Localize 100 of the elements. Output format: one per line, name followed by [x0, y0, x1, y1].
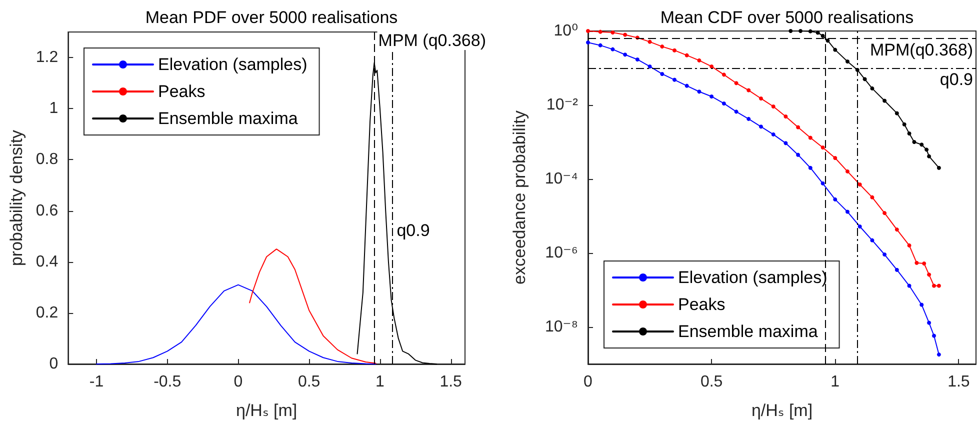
- y-axis-title: probability density: [7, 129, 26, 266]
- legend-label: Ensemble maxima: [158, 109, 298, 128]
- point: [833, 48, 838, 52]
- y-tick-label: 10⁻⁸: [545, 318, 578, 336]
- point: [907, 243, 912, 248]
- point: [920, 302, 924, 307]
- x-tick-label: 1: [830, 374, 840, 390]
- y-tick-label: 10⁻⁶: [545, 244, 578, 262]
- point: [882, 252, 887, 257]
- chart-title: Mean PDF over 5000 realisations: [145, 8, 398, 27]
- legend-label: Peaks: [678, 295, 726, 314]
- x-axis-title: η/Hₛ [m]: [751, 401, 813, 420]
- x-tick-label: 0: [234, 374, 243, 390]
- legend-label: Ensemble maxima: [678, 322, 818, 341]
- x-tick-label: 1.5: [948, 374, 970, 390]
- y-tick-label: 0.4: [36, 253, 58, 270]
- chart-title: Mean CDF over 5000 realisations: [660, 8, 914, 27]
- point: [820, 181, 825, 186]
- y-axis-title: exceedance probability: [510, 110, 529, 284]
- line-series: [249, 248, 376, 364]
- point: [922, 262, 926, 266]
- x-tick-label: 0: [584, 374, 593, 390]
- point: [734, 81, 738, 86]
- point: [932, 334, 936, 338]
- point: [932, 284, 936, 288]
- point: [927, 154, 932, 158]
- y-tick-label: 0.2: [36, 304, 58, 322]
- point: [833, 156, 838, 160]
- point: [684, 53, 689, 58]
- point: [697, 90, 702, 94]
- ref-line-label: q0.9: [940, 70, 973, 89]
- point: [870, 86, 874, 90]
- point: [927, 272, 932, 277]
- point: [759, 96, 763, 100]
- point: [936, 166, 941, 170]
- point: [722, 101, 726, 106]
- point: [845, 59, 850, 64]
- point: [894, 268, 899, 272]
- point: [894, 111, 899, 116]
- point: [784, 114, 788, 118]
- point: [882, 211, 887, 216]
- legend-label: Peaks: [158, 82, 206, 101]
- x-tick-label: -0.5: [154, 374, 182, 390]
- point: [684, 84, 689, 88]
- point: [927, 320, 932, 325]
- line-series: [96, 284, 376, 364]
- y-tick-label: 10⁰: [554, 22, 578, 40]
- point: [788, 29, 793, 33]
- x-tick-label: -1: [89, 374, 104, 390]
- point: [826, 38, 830, 43]
- y-tick-label: 0.6: [36, 202, 58, 220]
- point: [936, 352, 941, 357]
- x-tick-label: 1.5: [440, 374, 462, 390]
- point: [771, 104, 776, 109]
- point: [858, 224, 862, 229]
- point: [598, 30, 602, 34]
- ref-line-label: q0.9: [396, 221, 430, 240]
- point: [746, 88, 751, 92]
- point: [648, 40, 652, 44]
- y-tick-label: 1: [49, 100, 58, 118]
- legend-label: Elevation (samples): [158, 55, 308, 74]
- point: [912, 140, 916, 144]
- point: [623, 32, 628, 37]
- y-tick-label: 10⁻²: [546, 96, 579, 114]
- point: [796, 125, 800, 130]
- point: [870, 195, 874, 200]
- point: [820, 34, 825, 38]
- y-tick-label: 0.8: [36, 151, 58, 168]
- x-tick-label: 1: [376, 374, 385, 390]
- point: [845, 169, 850, 174]
- x-tick-label: 0.5: [298, 374, 320, 390]
- point: [771, 132, 776, 136]
- point: [672, 48, 676, 52]
- point: [907, 131, 912, 136]
- point: [870, 238, 874, 242]
- legend-label: Elevation (samples): [678, 268, 828, 287]
- point: [784, 141, 788, 146]
- y-tick-label: 0: [49, 356, 58, 372]
- point: [924, 148, 929, 152]
- point: [902, 122, 906, 126]
- point: [710, 94, 714, 98]
- point: [914, 260, 919, 265]
- point: [734, 110, 738, 114]
- ref-line-label: MPM (q0.368): [378, 31, 486, 50]
- point: [845, 210, 850, 214]
- point: [882, 98, 887, 103]
- point: [710, 64, 714, 68]
- point: [660, 72, 664, 76]
- point: [833, 197, 838, 202]
- point: [907, 284, 912, 288]
- y-tick-label: 1.2: [36, 49, 58, 66]
- point: [697, 58, 702, 62]
- point: [586, 40, 590, 44]
- point: [808, 166, 812, 170]
- point: [894, 228, 899, 232]
- ref-line-label: MPM(q0.368): [870, 40, 973, 60]
- point: [936, 284, 941, 288]
- point: [610, 30, 615, 35]
- point: [796, 152, 800, 157]
- y-tick-label: 10⁻⁴: [544, 170, 578, 188]
